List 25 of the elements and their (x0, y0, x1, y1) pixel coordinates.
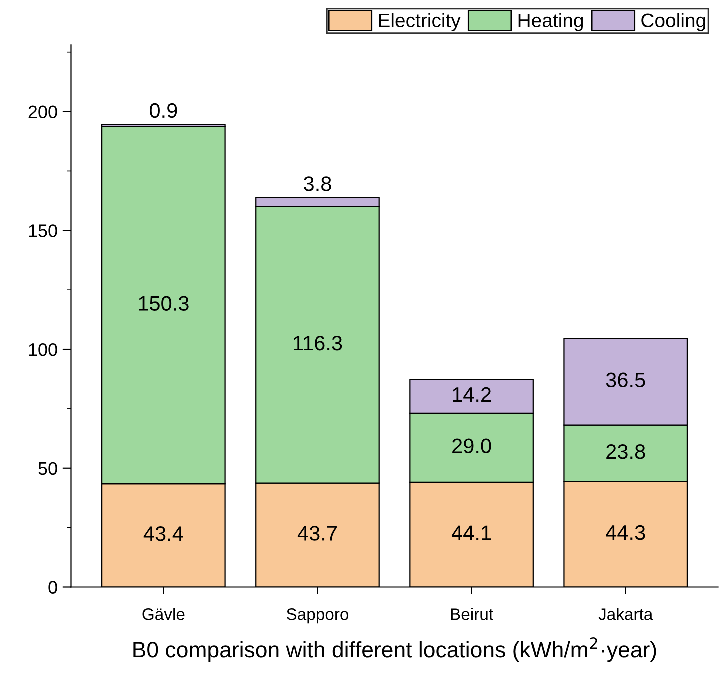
data-label: 0.9 (150, 103, 178, 118)
x-axis-title: B0 comparison with different locations (kWh/m$^{2}$·year) (134, 638, 656, 662)
data-label: 29.0 (452, 438, 492, 454)
data-label: 43.7 (298, 526, 337, 541)
legend-label: Cooling (642, 13, 706, 32)
y-tick-label: 150 (29, 224, 58, 238)
x-tick-label: Sapporo (286, 608, 349, 624)
x-tick-label: Jakarta (598, 608, 654, 620)
data-label: 44.1 (452, 526, 492, 540)
y-tick-label: 200 (28, 106, 58, 119)
data-label: 23.8 (606, 444, 646, 460)
legend-label: Electricity (379, 13, 461, 32)
y-tick-label: 0 (48, 581, 58, 594)
x-tick-label: Gävle (142, 608, 185, 620)
data-label: 36.5 (606, 372, 646, 388)
y-tick-label: 50 (38, 462, 58, 476)
y-tick-label: 100 (29, 343, 58, 356)
data-label: 150.3 (139, 296, 189, 312)
data-label: 44.3 (606, 525, 646, 540)
data-label: 43.4 (144, 526, 184, 542)
data-label: 14.2 (453, 387, 492, 402)
data-label: 116.3 (294, 336, 342, 351)
x-tick-label: Beirut (451, 608, 494, 620)
legend-label: Heating (518, 13, 584, 32)
data-label: 3.8 (304, 176, 332, 192)
